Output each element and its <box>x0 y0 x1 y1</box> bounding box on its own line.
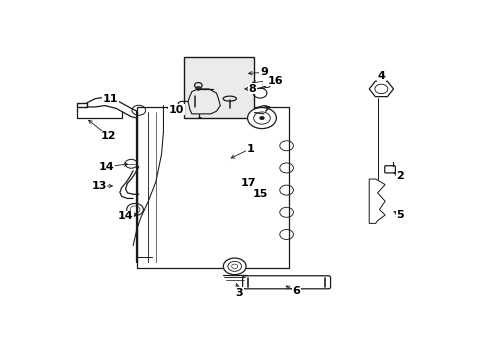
Text: 17: 17 <box>241 178 256 188</box>
Text: 4: 4 <box>377 72 385 81</box>
Text: 9: 9 <box>260 67 267 77</box>
Text: 1: 1 <box>246 144 254 153</box>
Text: 8: 8 <box>248 84 256 94</box>
Text: 13: 13 <box>91 181 106 191</box>
Text: 7: 7 <box>263 76 271 86</box>
Text: 10: 10 <box>169 105 184 115</box>
Text: 5: 5 <box>396 210 403 220</box>
Text: 2: 2 <box>396 171 404 181</box>
Bar <box>184 57 254 118</box>
Circle shape <box>259 116 264 120</box>
Text: 3: 3 <box>235 288 243 298</box>
Text: 16: 16 <box>267 76 283 86</box>
Circle shape <box>223 258 245 275</box>
Text: 12: 12 <box>101 131 116 141</box>
FancyBboxPatch shape <box>384 166 395 173</box>
Text: 14: 14 <box>99 162 114 172</box>
Text: 14: 14 <box>118 211 133 221</box>
Text: 6: 6 <box>291 286 300 296</box>
Circle shape <box>247 108 276 129</box>
FancyBboxPatch shape <box>242 276 330 289</box>
Text: 11: 11 <box>102 94 118 104</box>
Text: 15: 15 <box>252 189 267 199</box>
